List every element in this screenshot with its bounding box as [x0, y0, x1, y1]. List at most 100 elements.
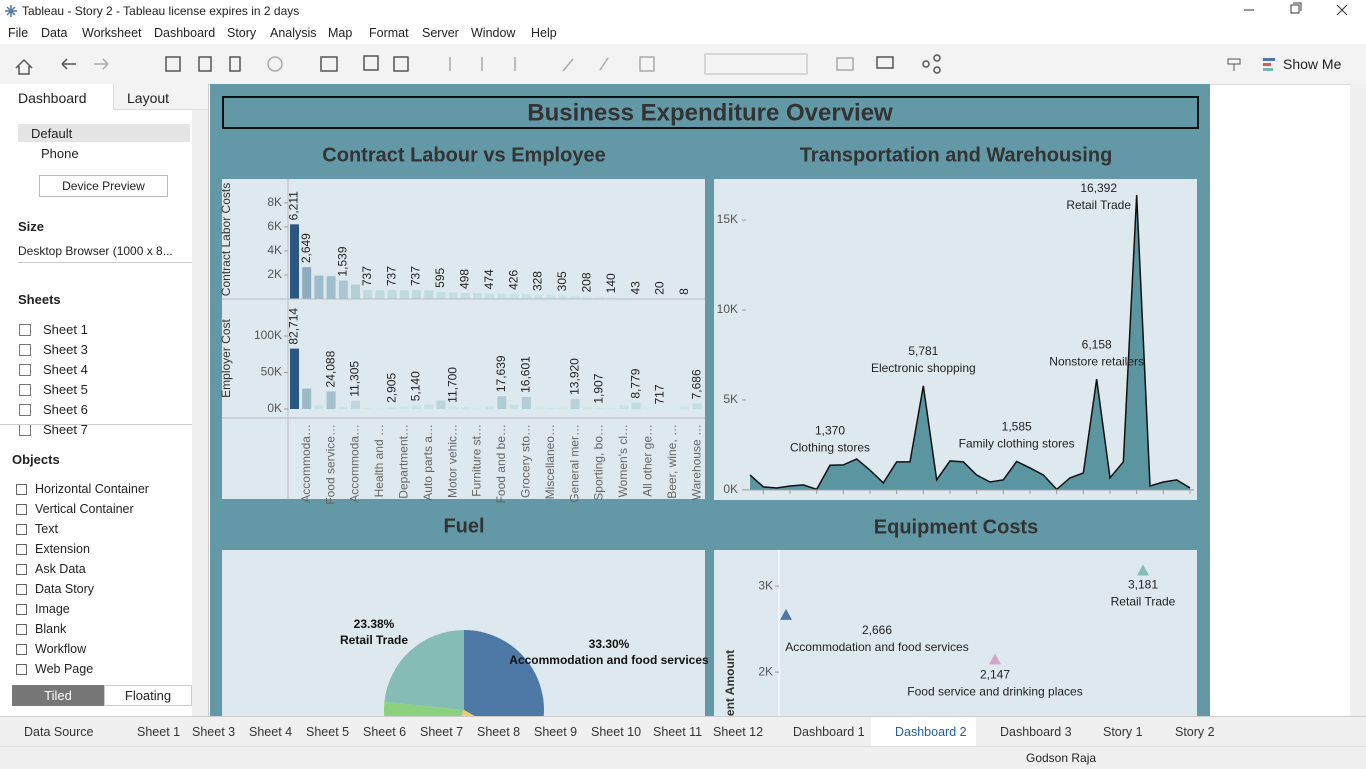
object-item[interactable]: Vertical Container [35, 502, 134, 516]
object-item[interactable]: Horizontal Container [35, 482, 149, 496]
sheet-tab[interactable]: Dashboard 3 [1000, 725, 1072, 739]
window-controls[interactable] [1236, 0, 1366, 22]
layout-mode[interactable]: Floating [104, 685, 192, 706]
menu-item[interactable]: Worksheet [82, 26, 142, 40]
x-tick-label: Women's cl… [616, 424, 630, 497]
layout-mode[interactable]: Tiled [12, 685, 104, 706]
sheet-tab[interactable]: Story 2 [1175, 725, 1215, 739]
sheet-item[interactable]: Sheet 6 [43, 402, 88, 417]
data-label: 426 [506, 270, 520, 290]
menu-item[interactable]: Window [471, 26, 515, 40]
object-item[interactable]: Extension [35, 542, 90, 556]
bar [546, 408, 555, 409]
bar [290, 349, 299, 409]
size-dropdown[interactable]: Desktop Browser (1000 x 8... [18, 244, 192, 263]
y-axis-title: ent Amount [723, 650, 737, 716]
sheet-tab[interactable]: Sheet 10 [591, 725, 641, 739]
object-item[interactable]: Workflow [35, 642, 86, 656]
panel-scrollbar[interactable] [192, 110, 208, 716]
y-tick-label: 50K [261, 365, 282, 379]
object-item[interactable]: Web Page [35, 662, 93, 676]
data-label: 7,686 [689, 369, 703, 399]
device-preview-button[interactable]: Device Preview [39, 175, 168, 197]
menu-item[interactable]: File [8, 26, 28, 40]
object-icon [16, 584, 27, 595]
menu-item[interactable]: Dashboard [154, 26, 215, 40]
bar [473, 293, 482, 299]
divider [0, 424, 192, 425]
show-me-button[interactable]: Show Me [1283, 56, 1341, 72]
panel-tab[interactable]: Dashboard [0, 84, 112, 110]
presentation-icon[interactable] [1226, 56, 1242, 72]
sheet-tab[interactable]: Sheet 8 [477, 725, 520, 739]
sheet-item[interactable]: Sheet 3 [43, 342, 88, 357]
sheet-tab[interactable]: Dashboard 2 [895, 725, 967, 739]
bar [314, 276, 323, 299]
data-label: 305 [555, 271, 569, 291]
x-tick-label: All other ge… [640, 424, 654, 497]
object-item[interactable]: Text [35, 522, 58, 536]
data-label: 8 [677, 288, 691, 295]
bar [534, 295, 543, 299]
sheet-item[interactable]: Sheet 1 [43, 322, 88, 337]
sheet-tab[interactable]: Story 1 [1103, 725, 1143, 739]
menu-item[interactable]: Analysis [270, 26, 317, 40]
bar [680, 407, 689, 409]
y-tick-label: 2K [758, 664, 773, 678]
bar [302, 389, 311, 409]
sheet-item[interactable]: Sheet 4 [43, 362, 88, 377]
sheet-tab[interactable]: Sheet 6 [363, 725, 406, 739]
panel-tab[interactable]: Layout [113, 84, 208, 110]
sheet-item[interactable]: Sheet 5 [43, 382, 88, 397]
menu-item[interactable]: Help [531, 26, 557, 40]
user-name[interactable]: Godson Raja [1026, 751, 1096, 765]
sheet-tab[interactable]: Sheet 4 [249, 725, 292, 739]
menu-item[interactable]: Data [41, 26, 67, 40]
bar [607, 408, 616, 409]
menu-item[interactable]: Server [422, 26, 459, 40]
x-tick-label: Auto parts a… [421, 424, 435, 501]
toolbar-icons[interactable] [0, 44, 960, 84]
x-tick-label: Warehouse … [689, 424, 703, 500]
show-me-icon[interactable] [1262, 56, 1278, 72]
y-tick-label: 5K [723, 392, 738, 406]
sheet-tab[interactable]: Data Source [24, 725, 93, 739]
menu-item[interactable]: Format [369, 26, 409, 40]
bar [534, 408, 543, 409]
sheet-tab[interactable]: Dashboard 1 [793, 725, 865, 739]
sheet-tab[interactable]: Sheet 3 [192, 725, 235, 739]
bar [375, 408, 384, 409]
data-label: 82,714 [287, 308, 301, 345]
sheet-icon [19, 364, 31, 376]
menu-item[interactable]: Map [328, 26, 352, 40]
scrollbar[interactable] [1350, 84, 1366, 716]
sheet-tab[interactable]: Sheet 12 [713, 725, 763, 739]
bar [693, 403, 702, 409]
bar [497, 294, 506, 299]
object-item[interactable]: Image [35, 602, 70, 616]
bar [327, 391, 336, 409]
sheet-tab[interactable]: Sheet 5 [306, 725, 349, 739]
device-option[interactable]: Default [18, 124, 190, 142]
menu-item[interactable]: Story [227, 26, 256, 40]
x-tick-label: Furniture st… [470, 424, 484, 497]
object-item[interactable]: Ask Data [35, 562, 86, 576]
bar [388, 407, 397, 409]
dashboard-title: Business Expenditure Overview [527, 99, 893, 126]
sheet-tab[interactable]: Sheet 7 [420, 725, 463, 739]
sheet-tab[interactable]: Sheet 9 [534, 725, 577, 739]
bar [558, 408, 567, 409]
x-tick-label: Beer, wine, … [665, 424, 679, 499]
sheet-tab[interactable]: Sheet 1 [137, 725, 180, 739]
sheet-tab[interactable]: Sheet 11 [653, 725, 702, 739]
object-item[interactable]: Data Story [35, 582, 94, 596]
device-option[interactable]: Phone [41, 146, 79, 161]
menu-bar: File Data Worksheet Dashboard Story Analysis M… [0, 22, 1366, 44]
object-item[interactable]: Blank [35, 622, 66, 636]
data-label: 2,666 [862, 623, 892, 637]
data-label: 16,601 [518, 356, 532, 393]
data-label: 595 [433, 268, 447, 288]
data-label: 5,781 [908, 344, 938, 358]
